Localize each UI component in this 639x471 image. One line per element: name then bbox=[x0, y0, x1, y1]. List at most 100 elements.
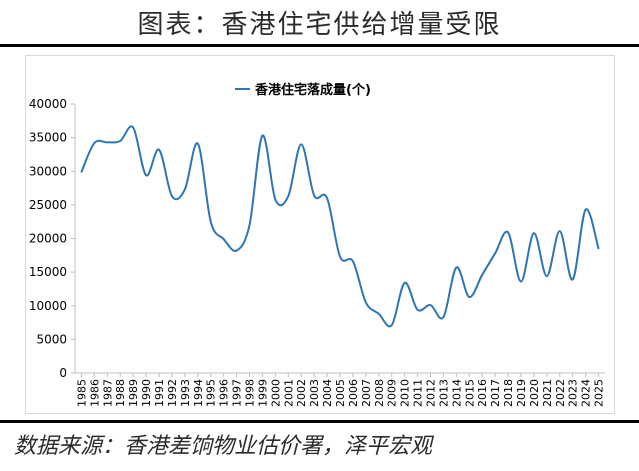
x-tick-label: 2024 bbox=[580, 379, 593, 407]
x-tick-label: 1998 bbox=[244, 379, 257, 407]
y-tick-label: 25000 bbox=[29, 198, 67, 212]
x-tick-label: 2007 bbox=[360, 379, 373, 407]
axes bbox=[74, 104, 605, 374]
data-point bbox=[533, 232, 535, 234]
x-tick-label: 2003 bbox=[308, 379, 321, 407]
data-point bbox=[352, 260, 354, 263]
x-tick-label: 2016 bbox=[476, 379, 489, 407]
data-point bbox=[80, 171, 83, 173]
x-tick-label: 2012 bbox=[424, 379, 437, 407]
y-axis-ticks: 0 5000 10000 15000 20000 25000 30000 35000 40000 bbox=[29, 97, 75, 380]
y-tick-label: 30000 bbox=[29, 164, 67, 178]
data-point bbox=[235, 249, 238, 252]
data-point bbox=[403, 282, 406, 284]
x-tick-label: 1988 bbox=[114, 379, 127, 407]
x-tick-label: 2017 bbox=[489, 379, 502, 407]
x-tick-label: 2005 bbox=[334, 379, 347, 407]
data-point bbox=[197, 142, 199, 145]
data-point bbox=[106, 141, 109, 144]
x-tick-label: 2013 bbox=[437, 379, 450, 407]
data-point bbox=[546, 275, 548, 277]
x-tick-label: 1993 bbox=[179, 379, 192, 407]
x-tick-label: 2011 bbox=[412, 379, 425, 407]
data-point bbox=[442, 316, 445, 318]
legend-label: 香港住宅落成量(个) bbox=[254, 82, 371, 98]
y-tick-label: 10000 bbox=[29, 299, 67, 313]
data-point bbox=[261, 134, 264, 137]
data-point bbox=[326, 197, 328, 199]
series-points bbox=[80, 126, 600, 327]
data-point bbox=[571, 278, 574, 281]
chart-panel: 香港住宅落成量(个) 0 5000 10000 15000 20000 25000 3000… bbox=[25, 55, 615, 414]
x-tick-label: 1999 bbox=[256, 379, 269, 407]
data-point bbox=[365, 301, 367, 304]
x-tick-label: 1989 bbox=[127, 379, 140, 407]
y-tick-label: 5000 bbox=[36, 332, 67, 346]
data-point bbox=[274, 198, 277, 201]
y-tick-label: 35000 bbox=[29, 131, 67, 145]
source-note: 数据来源：香港差饷物业估价署，泽平宏观 bbox=[14, 434, 433, 459]
x-tick-label: 1985 bbox=[75, 379, 88, 407]
x-tick-label: 2015 bbox=[463, 379, 476, 407]
data-point bbox=[313, 194, 315, 197]
x-tick-label: 2025 bbox=[593, 379, 606, 407]
x-tick-label: 2018 bbox=[502, 379, 515, 407]
bottom-rule bbox=[0, 420, 639, 423]
x-tick-label: 1996 bbox=[218, 379, 231, 407]
data-point bbox=[132, 126, 134, 129]
x-tick-label: 2001 bbox=[282, 379, 295, 407]
data-point bbox=[520, 280, 522, 283]
x-tick-label: 1991 bbox=[153, 379, 166, 407]
x-tick-label: 2023 bbox=[567, 379, 580, 407]
data-point bbox=[184, 188, 186, 191]
series-line bbox=[80, 125, 600, 328]
x-tick-label: 2008 bbox=[373, 379, 386, 407]
data-point bbox=[93, 142, 96, 144]
data-point bbox=[507, 231, 509, 234]
x-tick-label: 2002 bbox=[295, 379, 308, 407]
data-point bbox=[248, 224, 251, 226]
x-tick-label: 1986 bbox=[88, 379, 101, 407]
x-tick-label: 2022 bbox=[554, 379, 567, 407]
data-point bbox=[468, 296, 471, 298]
figure-title: 图表：香港住宅供给增量受限 bbox=[137, 10, 502, 40]
data-point bbox=[481, 274, 483, 276]
legend: 香港住宅落成量(个) bbox=[235, 82, 371, 98]
data-point bbox=[377, 313, 380, 315]
data-point bbox=[339, 255, 341, 258]
y-tick-label: 15000 bbox=[29, 265, 67, 279]
y-tick-label: 0 bbox=[59, 366, 67, 380]
data-point bbox=[455, 266, 458, 269]
x-tick-label: 1995 bbox=[205, 379, 218, 407]
x-tick-label: 1997 bbox=[231, 379, 244, 407]
data-point bbox=[558, 230, 561, 232]
x-tick-label: 1987 bbox=[101, 379, 114, 407]
x-tick-label: 2004 bbox=[321, 379, 334, 407]
x-tick-label: 2006 bbox=[347, 379, 360, 407]
x-tick-label: 2009 bbox=[386, 379, 399, 407]
data-point bbox=[300, 143, 303, 146]
data-point bbox=[287, 195, 290, 197]
x-tick-label: 1994 bbox=[192, 379, 205, 407]
y-tick-label: 40000 bbox=[29, 97, 67, 111]
data-point bbox=[416, 308, 419, 311]
y-tick-label: 20000 bbox=[29, 232, 67, 246]
line-chart: 香港住宅落成量(个) 0 5000 10000 15000 20000 25000 3000… bbox=[29, 82, 606, 407]
x-axis-ticks: 1985 1986 1987 1988 1989 1990 1991 1992 1993 1994… bbox=[75, 373, 606, 407]
data-point bbox=[171, 195, 173, 197]
data-point bbox=[584, 208, 587, 211]
x-tick-label: 2010 bbox=[399, 379, 412, 407]
x-tick-label: 2021 bbox=[541, 379, 554, 407]
x-tick-label: 2014 bbox=[450, 379, 463, 407]
top-rule bbox=[0, 44, 639, 47]
data-point bbox=[145, 174, 147, 177]
data-point bbox=[209, 220, 212, 223]
x-tick-label: 1992 bbox=[166, 379, 179, 407]
data-point bbox=[390, 324, 393, 327]
data-point bbox=[597, 247, 600, 250]
x-tick-label: 1990 bbox=[140, 379, 153, 407]
x-tick-label: 2000 bbox=[269, 379, 282, 407]
data-point bbox=[429, 304, 432, 306]
data-point bbox=[494, 252, 496, 255]
data-point bbox=[119, 140, 122, 142]
